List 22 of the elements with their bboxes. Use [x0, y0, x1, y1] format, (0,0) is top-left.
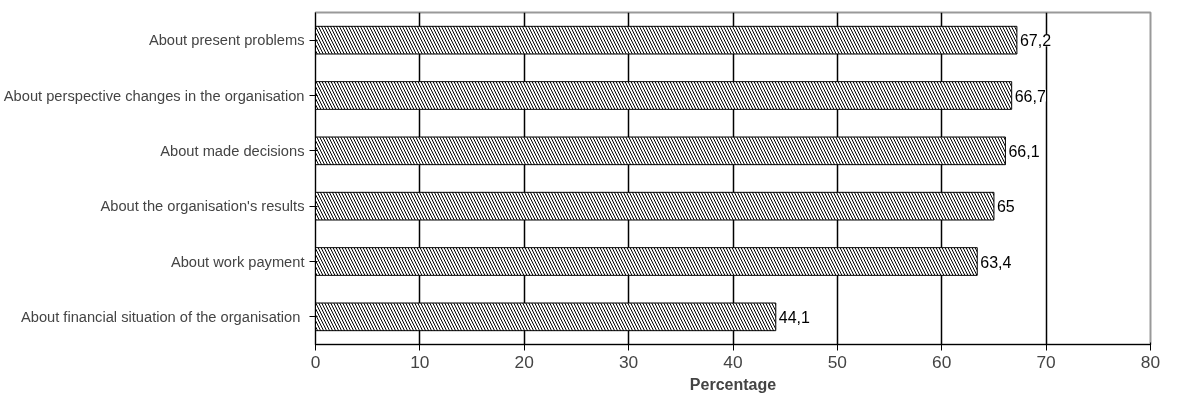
x-tick-label: 20: [514, 351, 534, 372]
data-label: 66,7: [1014, 87, 1046, 105]
data-label: 66,1: [1008, 142, 1040, 160]
y-tick-label: About financial situation of the organisation: [20, 308, 301, 325]
x-tick-label: 40: [723, 351, 743, 372]
data-label: 44,1: [778, 308, 811, 326]
data-label: 67,2: [1019, 32, 1052, 50]
x-tick-label: 30: [618, 351, 639, 372]
x-tick-label: 0: [310, 351, 321, 372]
x-tick-label: 70: [1036, 351, 1056, 372]
x-tick-label: 10: [410, 351, 430, 372]
y-tick-label: About the organisation's results: [100, 198, 305, 215]
x-axis-title: Percentage: [689, 375, 777, 393]
data-label: 65: [996, 198, 1015, 216]
y-tick-label: About present problems: [148, 32, 305, 49]
data-label: 63,4: [980, 253, 1012, 271]
y-tick-label: About perspective changes in the organisation: [3, 87, 305, 104]
x-tick-label: 80: [1140, 351, 1161, 372]
x-tick-label: 50: [827, 351, 848, 372]
y-tick-label: About made decisions: [160, 142, 305, 159]
y-tick-label: About work payment: [170, 253, 305, 270]
x-tick-label: 60: [932, 351, 952, 372]
